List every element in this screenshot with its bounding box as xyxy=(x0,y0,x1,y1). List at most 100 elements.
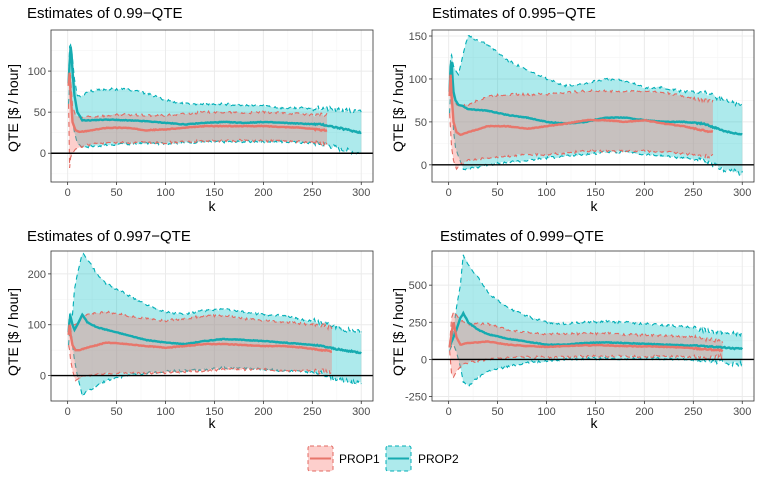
plot-area: 0 50 100 150 200 250 300 0 50 100 150 xyxy=(409,29,755,199)
x-tick-label: 50 xyxy=(491,187,503,199)
series-layer xyxy=(448,35,743,176)
x-tick-label: 100 xyxy=(156,406,174,418)
y-tick-label: 250 xyxy=(409,317,427,329)
y-tick-label: 0 xyxy=(421,354,427,366)
x-tick-label: 200 xyxy=(254,187,272,199)
y-axis-label: QTE [$ / hour] xyxy=(390,64,406,152)
x-tick-label: 250 xyxy=(303,187,321,199)
x-tick-label: 100 xyxy=(537,187,555,199)
estimate-line-prop2 xyxy=(67,312,362,355)
lower-bound-line-prop1 xyxy=(68,103,328,169)
y-tick-label: 0 xyxy=(421,160,427,172)
x-tick-label: 200 xyxy=(635,187,653,199)
estimate-line-prop2 xyxy=(67,46,362,135)
confidence-band-prop1 xyxy=(68,311,332,381)
x-tick-label: 0 xyxy=(446,187,452,199)
panel-border xyxy=(50,250,374,402)
x-tick-label: 0 xyxy=(446,406,452,418)
panel-0.995-qte: Estimates of 0.995−QTE QTE [$ / hour] k … xyxy=(390,5,755,214)
plot-area: 0 50 100 150 200 250 300 0 100 200 xyxy=(28,250,374,418)
estimate-line-prop2 xyxy=(448,310,744,351)
x-tick-label: 200 xyxy=(635,406,653,418)
chart-title: Estimates of 0.997−QTE xyxy=(27,228,191,245)
x-tick-label: 300 xyxy=(733,406,751,418)
upper-bound-line-prop1 xyxy=(449,61,714,108)
y-tick-label: 0 xyxy=(40,148,46,160)
panel-background xyxy=(432,251,754,401)
series-layer xyxy=(67,43,362,169)
legend: PROP1 PROP2 xyxy=(307,445,459,472)
y-tick-label: 100 xyxy=(28,320,46,332)
lower-bound-line-prop2 xyxy=(68,75,362,156)
x-tick-label: 250 xyxy=(684,406,702,418)
x-tick-label: 150 xyxy=(586,187,604,199)
legend-item-prop1[interactable]: PROP1 xyxy=(307,445,380,472)
x-axis-label: k xyxy=(209,198,217,214)
estimate-line-prop1 xyxy=(67,324,332,353)
estimate-line-prop1 xyxy=(67,72,328,134)
lower-bound-line-prop2 xyxy=(68,327,362,398)
x-tick-label: 100 xyxy=(537,406,555,418)
legend-item-prop2[interactable]: PROP2 xyxy=(385,445,459,472)
y-tick-label: 500 xyxy=(409,280,427,292)
legend-label: PROP1 xyxy=(339,452,380,466)
upper-bound-line-prop1 xyxy=(449,310,724,345)
x-tick-label: 150 xyxy=(205,187,223,199)
panel-0.999-qte: Estimates of 0.999−QTE QTE [$ / hour] k … xyxy=(390,228,755,431)
y-tick-label: 50 xyxy=(415,117,427,129)
x-tick-label: 150 xyxy=(586,406,604,418)
confidence-band-prop1 xyxy=(68,75,327,168)
x-tick-label: 50 xyxy=(110,187,122,199)
lower-bound-line-prop1 xyxy=(449,113,714,171)
panel-background xyxy=(432,30,754,182)
estimate-line-prop1 xyxy=(448,322,724,353)
upper-bound-line-prop2 xyxy=(68,252,362,337)
confidence-band-prop1 xyxy=(449,61,713,170)
panel-0.99-qte: Estimates of 0.99−QTE QTE [$ / hour] k 0… xyxy=(5,5,374,214)
plot-area: 0 50 100 150 200 250 300 0 50 100 xyxy=(28,29,374,199)
plot-area: 0 50 100 150 200 250 300 -250 0 250 500 xyxy=(405,250,755,418)
y-tick-label: 200 xyxy=(28,269,46,281)
y-tick-label: 100 xyxy=(409,74,427,86)
upper-bound-line-prop2 xyxy=(449,254,743,345)
confidence-band-prop2 xyxy=(449,35,743,176)
x-tick-label: 200 xyxy=(254,406,272,418)
series-layer xyxy=(67,252,362,398)
x-tick-label: 0 xyxy=(65,187,71,199)
x-axis-label: k xyxy=(209,415,217,431)
x-tick-label: 300 xyxy=(352,187,370,199)
lower-bound-line-prop1 xyxy=(68,344,333,382)
chart-title: Estimates of 0.99−QTE xyxy=(27,5,183,22)
x-tick-label: 250 xyxy=(684,187,702,199)
upper-bound-line-prop1 xyxy=(68,74,328,120)
panel-0.997-qte: Estimates of 0.997−QTE QTE [$ / hour] k … xyxy=(5,228,374,431)
x-tick-label: 0 xyxy=(65,406,71,418)
estimate-line-prop1 xyxy=(448,74,714,137)
chart-title: Estimates of 0.995−QTE xyxy=(432,5,596,22)
y-tick-label: -250 xyxy=(405,392,427,404)
x-tick-label: 300 xyxy=(733,187,751,199)
x-axis-label: k xyxy=(591,198,599,214)
y-tick-label: 100 xyxy=(28,66,46,78)
panel-border xyxy=(431,29,755,183)
y-tick-label: 50 xyxy=(34,107,46,119)
lower-bound-line-prop2 xyxy=(449,83,743,176)
legend-label: PROP2 xyxy=(418,452,459,466)
x-axis-label: k xyxy=(591,415,599,431)
x-tick-label: 300 xyxy=(352,406,370,418)
confidence-band-prop2 xyxy=(68,253,362,397)
panel-border xyxy=(50,29,374,183)
upper-bound-line-prop2 xyxy=(68,43,362,115)
y-tick-label: 150 xyxy=(409,31,427,43)
chart-title: Estimates of 0.999−QTE xyxy=(440,228,604,245)
confidence-band-prop2 xyxy=(449,254,743,387)
upper-bound-line-prop1 xyxy=(68,310,333,332)
panel-background xyxy=(51,30,373,182)
x-tick-label: 150 xyxy=(205,406,223,418)
lower-bound-line-prop1 xyxy=(449,350,723,379)
x-tick-label: 50 xyxy=(491,406,503,418)
x-tick-label: 250 xyxy=(303,406,321,418)
y-tick-label: 0 xyxy=(40,371,46,383)
upper-bound-line-prop2 xyxy=(449,35,743,108)
